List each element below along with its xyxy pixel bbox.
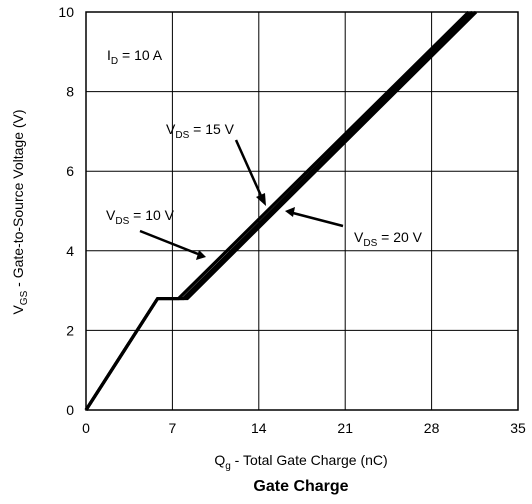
series-line-2 xyxy=(84,10,478,411)
y-tick-label: 2 xyxy=(66,322,74,338)
chart-title: Gate Charge xyxy=(253,478,348,495)
series-label-vds-10: VDS = 10 V xyxy=(106,207,175,227)
y-axis-label: VGS - Gate-to-Source Voltage (V) xyxy=(10,109,30,314)
x-axis-label: Qg - Total Gate Charge (nC) xyxy=(214,452,387,472)
x-axis-ticks: 0 7 14 21 28 35 xyxy=(82,420,526,436)
x-tick-label: 21 xyxy=(337,420,353,436)
annotation-id: ID = 10 A xyxy=(107,47,163,67)
series-group xyxy=(84,10,478,411)
arrow-vds-15 xyxy=(234,139,266,206)
x-tick-label: 35 xyxy=(510,420,526,436)
y-tick-label: 8 xyxy=(66,84,74,100)
y-tick-label: 4 xyxy=(66,243,74,259)
y-tick-label: 0 xyxy=(66,402,74,418)
y-axis-ticks: 0 2 4 6 8 10 xyxy=(58,4,74,418)
series-label-vds-15: VDS = 15 V xyxy=(166,121,235,141)
x-tick-label: 7 xyxy=(169,420,177,436)
arrow-vds-20 xyxy=(285,207,344,228)
y-tick-label: 10 xyxy=(58,4,74,20)
y-tick-label: 6 xyxy=(66,163,74,179)
grid-lines xyxy=(86,12,518,410)
series-label-vds-20: VDS = 20 V xyxy=(354,229,423,249)
x-tick-label: 28 xyxy=(424,420,440,436)
x-tick-label: 0 xyxy=(82,420,90,436)
plot-frame xyxy=(85,11,519,411)
arrow-vds-10 xyxy=(139,229,206,260)
x-tick-label: 14 xyxy=(251,420,267,436)
